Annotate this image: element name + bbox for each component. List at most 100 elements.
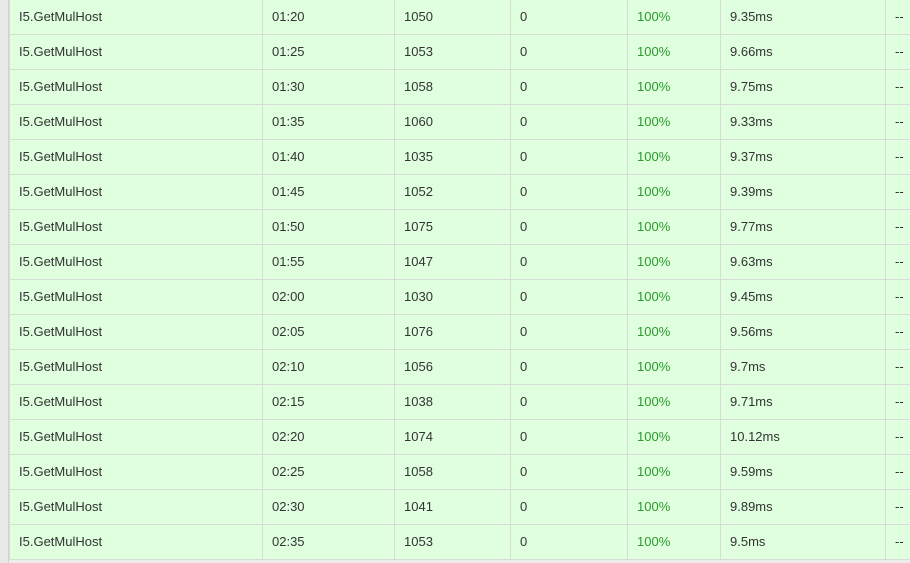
table-row: I5.GetMulHost 02:25 1058 0 100% 9.59ms --: [9, 454, 910, 490]
cell-extra: --: [885, 489, 910, 525]
cell-api-name: I5.GetMulHost: [9, 209, 263, 245]
cell-time: 01:40: [262, 139, 395, 175]
table-row: I5.GetMulHost 01:25 1053 0 100% 9.66ms --: [9, 34, 910, 70]
cell-error-count: 0: [510, 279, 628, 315]
cell-request-count: 1053: [394, 524, 511, 560]
cell-error-count: 0: [510, 244, 628, 280]
table-row: I5.GetMulHost 01:20 1050 0 100% 9.35ms --: [9, 0, 910, 35]
cell-request-count: 1035: [394, 139, 511, 175]
cell-time: 02:25: [262, 454, 395, 490]
cell-success-rate: 100%: [627, 0, 721, 35]
cell-api-name: I5.GetMulHost: [9, 314, 263, 350]
cell-error-count: 0: [510, 209, 628, 245]
cell-extra: --: [885, 69, 910, 105]
cell-success-rate: 100%: [627, 209, 721, 245]
cell-time: 01:45: [262, 174, 395, 210]
table-row: I5.GetMulHost 01:35 1060 0 100% 9.33ms --: [9, 104, 910, 140]
cell-avg-response-time: 9.7ms: [720, 349, 886, 385]
cell-success-rate: 100%: [627, 104, 721, 140]
cell-request-count: 1053: [394, 34, 511, 70]
cell-api-name: I5.GetMulHost: [9, 489, 263, 525]
cell-extra: --: [885, 104, 910, 140]
cell-error-count: 0: [510, 419, 628, 455]
table-row: I5.GetMulHost 01:55 1047 0 100% 9.63ms --: [9, 244, 910, 280]
cell-api-name: I5.GetMulHost: [9, 69, 263, 105]
table-row: I5.GetMulHost 02:10 1056 0 100% 9.7ms --: [9, 349, 910, 385]
cell-extra: --: [885, 209, 910, 245]
cell-error-count: 0: [510, 104, 628, 140]
table-row: I5.GetMulHost 02:15 1038 0 100% 9.71ms --: [9, 384, 910, 420]
cell-api-name: I5.GetMulHost: [9, 104, 263, 140]
cell-error-count: 0: [510, 174, 628, 210]
cell-request-count: 1056: [394, 349, 511, 385]
cell-success-rate: 100%: [627, 314, 721, 350]
cell-avg-response-time: 9.66ms: [720, 34, 886, 70]
cell-request-count: 1052: [394, 174, 511, 210]
cell-success-rate: 100%: [627, 174, 721, 210]
cell-success-rate: 100%: [627, 384, 721, 420]
cell-avg-response-time: 9.59ms: [720, 454, 886, 490]
cell-time: 01:55: [262, 244, 395, 280]
cell-error-count: 0: [510, 0, 628, 35]
table-row: I5.GetMulHost 02:00 1030 0 100% 9.45ms --: [9, 279, 910, 315]
cell-extra: --: [885, 34, 910, 70]
cell-api-name: I5.GetMulHost: [9, 384, 263, 420]
cell-request-count: 1058: [394, 69, 511, 105]
cell-error-count: 0: [510, 34, 628, 70]
cell-error-count: 0: [510, 454, 628, 490]
cell-request-count: 1058: [394, 454, 511, 490]
cell-request-count: 1047: [394, 244, 511, 280]
cell-extra: --: [885, 0, 910, 35]
cell-success-rate: 100%: [627, 139, 721, 175]
cell-success-rate: 100%: [627, 34, 721, 70]
cell-extra: --: [885, 384, 910, 420]
cell-extra: --: [885, 279, 910, 315]
cell-request-count: 1050: [394, 0, 511, 35]
cell-api-name: I5.GetMulHost: [9, 174, 263, 210]
table-row: I5.GetMulHost 01:50 1075 0 100% 9.77ms --: [9, 209, 910, 245]
table-row: I5.GetMulHost 02:30 1041 0 100% 9.89ms --: [9, 489, 910, 525]
cell-api-name: I5.GetMulHost: [9, 34, 263, 70]
cell-api-name: I5.GetMulHost: [9, 349, 263, 385]
cell-avg-response-time: 9.5ms: [720, 524, 886, 560]
table-row: I5.GetMulHost 02:35 1053 0 100% 9.5ms --: [9, 524, 910, 560]
cell-avg-response-time: 9.71ms: [720, 384, 886, 420]
cell-extra: --: [885, 139, 910, 175]
cell-success-rate: 100%: [627, 69, 721, 105]
table-row: I5.GetMulHost 02:20 1074 0 100% 10.12ms --: [9, 419, 910, 455]
cell-request-count: 1041: [394, 489, 511, 525]
cell-api-name: I5.GetMulHost: [9, 279, 263, 315]
cell-time: 02:35: [262, 524, 395, 560]
cell-error-count: 0: [510, 69, 628, 105]
left-gutter: [0, 0, 9, 563]
cell-avg-response-time: 9.45ms: [720, 279, 886, 315]
cell-error-count: 0: [510, 139, 628, 175]
cell-request-count: 1074: [394, 419, 511, 455]
table-row: I5.GetMulHost 02:05 1076 0 100% 9.56ms --: [9, 314, 910, 350]
cell-request-count: 1076: [394, 314, 511, 350]
cell-time: 01:35: [262, 104, 395, 140]
cell-success-rate: 100%: [627, 349, 721, 385]
cell-avg-response-time: 9.63ms: [720, 244, 886, 280]
cell-extra: --: [885, 349, 910, 385]
cell-time: 02:10: [262, 349, 395, 385]
cell-api-name: I5.GetMulHost: [9, 139, 263, 175]
cell-success-rate: 100%: [627, 419, 721, 455]
cell-avg-response-time: 10.12ms: [720, 419, 886, 455]
cell-request-count: 1038: [394, 384, 511, 420]
cell-time: 02:05: [262, 314, 395, 350]
cell-error-count: 0: [510, 384, 628, 420]
cell-error-count: 0: [510, 314, 628, 350]
table-row: I5.GetMulHost 01:45 1052 0 100% 9.39ms --: [9, 174, 910, 210]
table-row: I5.GetMulHost 01:30 1058 0 100% 9.75ms --: [9, 69, 910, 105]
cell-extra: --: [885, 419, 910, 455]
cell-extra: --: [885, 454, 910, 490]
cell-success-rate: 100%: [627, 524, 721, 560]
cell-time: 01:30: [262, 69, 395, 105]
cell-request-count: 1075: [394, 209, 511, 245]
cell-time: 02:20: [262, 419, 395, 455]
cell-avg-response-time: 9.56ms: [720, 314, 886, 350]
cell-avg-response-time: 9.37ms: [720, 139, 886, 175]
cell-time: 01:20: [262, 0, 395, 35]
